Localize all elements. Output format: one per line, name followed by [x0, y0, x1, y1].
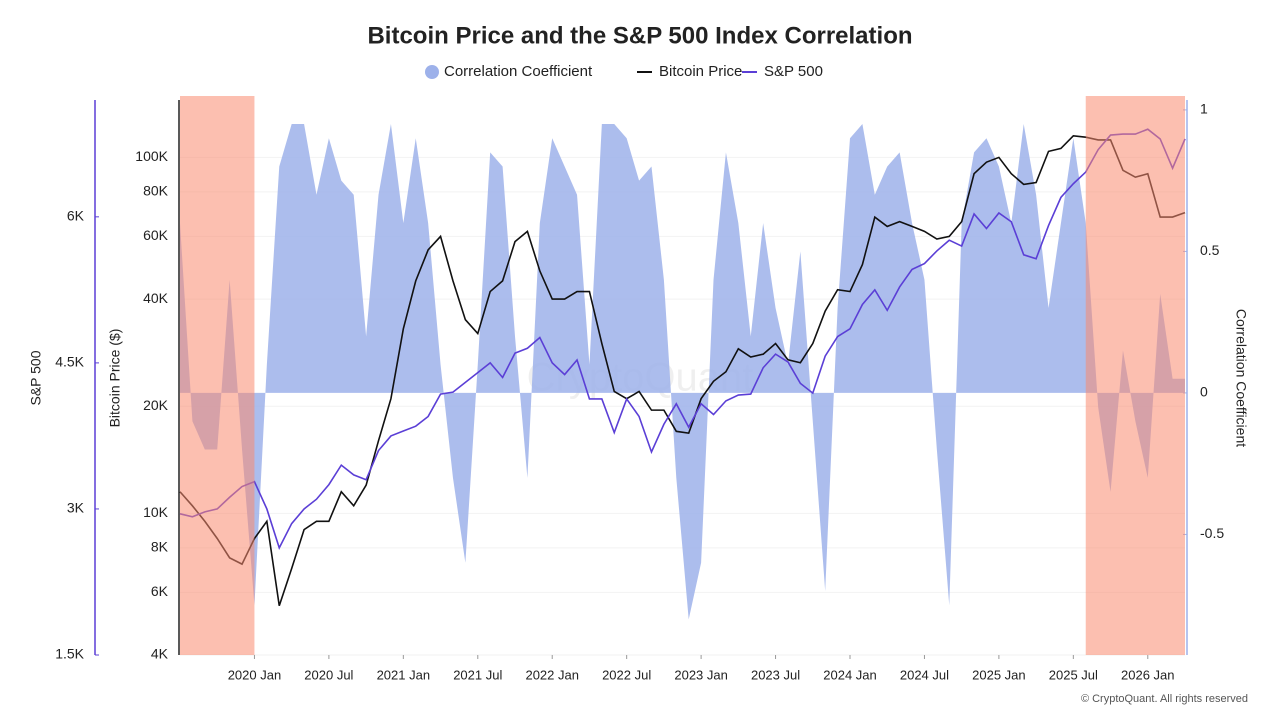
y3-tick-label: 0.5	[1200, 242, 1220, 258]
y2-tick-label: 80K	[143, 183, 169, 199]
correlation-area	[180, 124, 1185, 620]
x-tick-label: 2020 Jul	[304, 667, 353, 682]
x-tick-label: 2024 Jan	[823, 667, 877, 682]
y2-tick-label: 100K	[135, 148, 168, 164]
x-tick-label: 2022 Jul	[602, 667, 651, 682]
y2-tick-label: 40K	[143, 290, 169, 306]
y3-tick-label: 1	[1200, 101, 1208, 117]
series-line	[179, 128, 1186, 550]
y2-tick-label: 4K	[151, 646, 169, 662]
x-tick-label: 2025 Jan	[972, 667, 1026, 682]
y2-tick-label: 8K	[151, 539, 169, 555]
y-tick-label: 3K	[67, 500, 85, 516]
x-tick-label: 2022 Jan	[525, 667, 579, 682]
y3-tick-label: -0.5	[1200, 525, 1224, 541]
chart-title: Bitcoin Price and the S&P 500 Index Corr…	[367, 22, 912, 49]
highlight-range	[1085, 96, 1185, 655]
legend-label: Bitcoin Price	[659, 63, 742, 80]
x-tick-label: 2021 Jan	[377, 667, 431, 682]
y3-tick-label: 0	[1200, 384, 1208, 400]
x-tick-label: 2026 Jan	[1121, 667, 1175, 682]
y-tick-label: 6K	[67, 208, 85, 224]
x-tick-label: 2024 Jul	[900, 667, 949, 682]
y2-tick-label: 10K	[143, 504, 169, 520]
x-tick-label: 2023 Jul	[751, 667, 800, 682]
footer: © CryptoQuant. All rights reserved	[1081, 693, 1248, 705]
y2-axis-title: Bitcoin Price ($)	[107, 329, 123, 428]
y-axis-title: S&P 500	[28, 350, 44, 405]
x-tick-label: 2021 Jul	[453, 667, 502, 682]
x-tick-label: 2025 Jul	[1049, 667, 1098, 682]
y3-axis-title: Correlation Coefficient	[1233, 309, 1249, 447]
y2-tick-label: 6K	[151, 583, 169, 599]
highlight-range	[180, 96, 255, 655]
series-line	[179, 134, 1186, 607]
legend-marker	[425, 65, 439, 79]
legend-label: Correlation Coefficient	[444, 63, 593, 80]
y-tick-label: 4.5K	[55, 354, 84, 370]
x-tick-label: 2020 Jan	[228, 667, 282, 682]
y2-tick-label: 60K	[143, 227, 169, 243]
legend-label: S&P 500	[764, 63, 823, 80]
y2-tick-label: 20K	[143, 397, 169, 413]
y-tick-label: 1.5K	[55, 646, 84, 662]
x-tick-label: 2023 Jan	[674, 667, 728, 682]
